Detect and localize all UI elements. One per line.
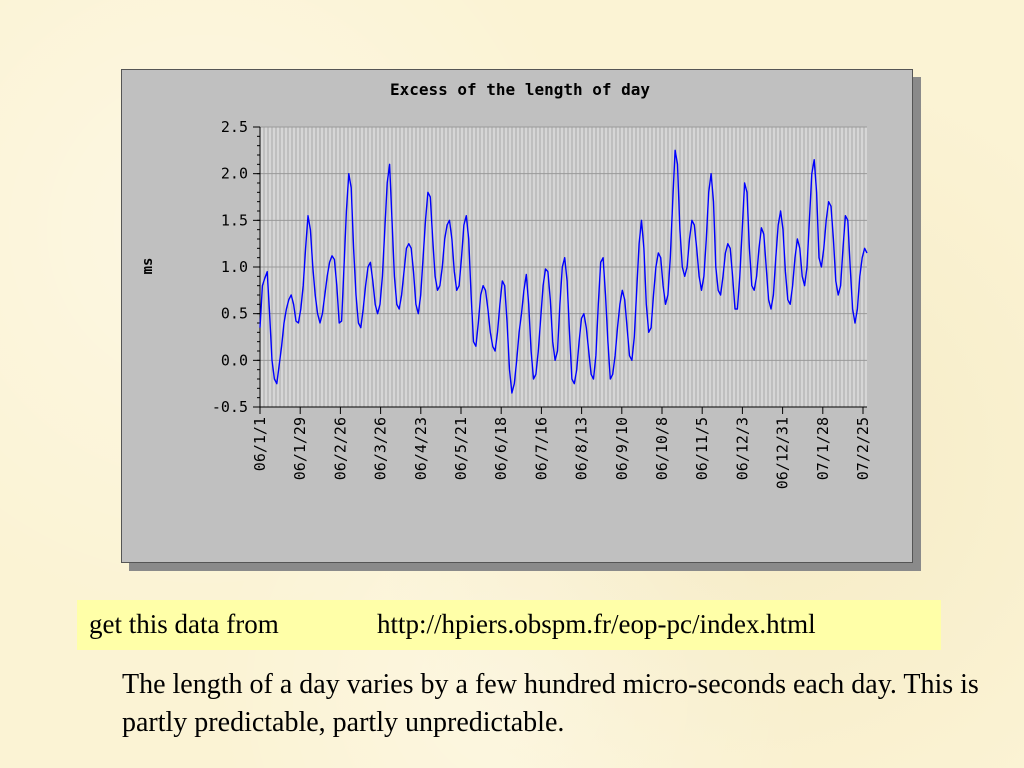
- x-tick-label: 06/1/1: [251, 417, 269, 471]
- x-tick-label: 07/2/25: [854, 417, 872, 480]
- y-tick-label: -0.5: [212, 398, 248, 416]
- source-box: get this data from http://hpiers.obspm.f…: [77, 600, 941, 650]
- y-tick-label: 2.0: [221, 165, 248, 183]
- chart-panel: Excess of the length of day ms 2.5 2.0 1.5…: [121, 69, 913, 563]
- x-tick-label: 06/2/26: [331, 417, 349, 480]
- y-tick-label: 1.5: [221, 211, 248, 229]
- y-tick-label: 0.0: [221, 351, 248, 369]
- x-tick-label: 06/8/13: [573, 417, 591, 480]
- y-tick-label: 1.0: [221, 258, 248, 276]
- x-tick-label: 06/9/10: [613, 417, 631, 480]
- chart-title: Excess of the length of day: [390, 80, 650, 99]
- caption-text: The length of a day varies by a few hund…: [122, 669, 979, 738]
- chart-svg: Excess of the length of day ms 2.5 2.0 1.5…: [140, 80, 872, 489]
- data-line-series: [259, 149, 868, 394]
- y-tick-label: 2.5: [221, 118, 248, 136]
- y-axis-label: ms: [140, 258, 156, 275]
- source-label: get this data from: [89, 609, 279, 639]
- x-tick-label: 06/7/16: [532, 417, 550, 480]
- x-tick-label: 06/3/26: [372, 417, 390, 480]
- x-tick-label: 06/12/3: [733, 417, 751, 480]
- x-tick-label: 07/1/28: [814, 417, 832, 480]
- x-tick-label: 06/4/23: [412, 417, 430, 480]
- x-tick-label: 06/11/5: [693, 417, 711, 480]
- y-tick-label: 0.5: [221, 305, 248, 323]
- x-tick-label: 06/10/8: [653, 417, 671, 480]
- x-tick-label: 06/6/18: [492, 417, 510, 480]
- x-tick-label: 06/12/31: [774, 417, 792, 489]
- x-tick-label: 06/5/21: [452, 417, 470, 480]
- source-url-link[interactable]: http://hpiers.obspm.fr/eop-pc/index.html: [377, 609, 816, 639]
- x-tick-label: 06/1/29: [291, 417, 309, 480]
